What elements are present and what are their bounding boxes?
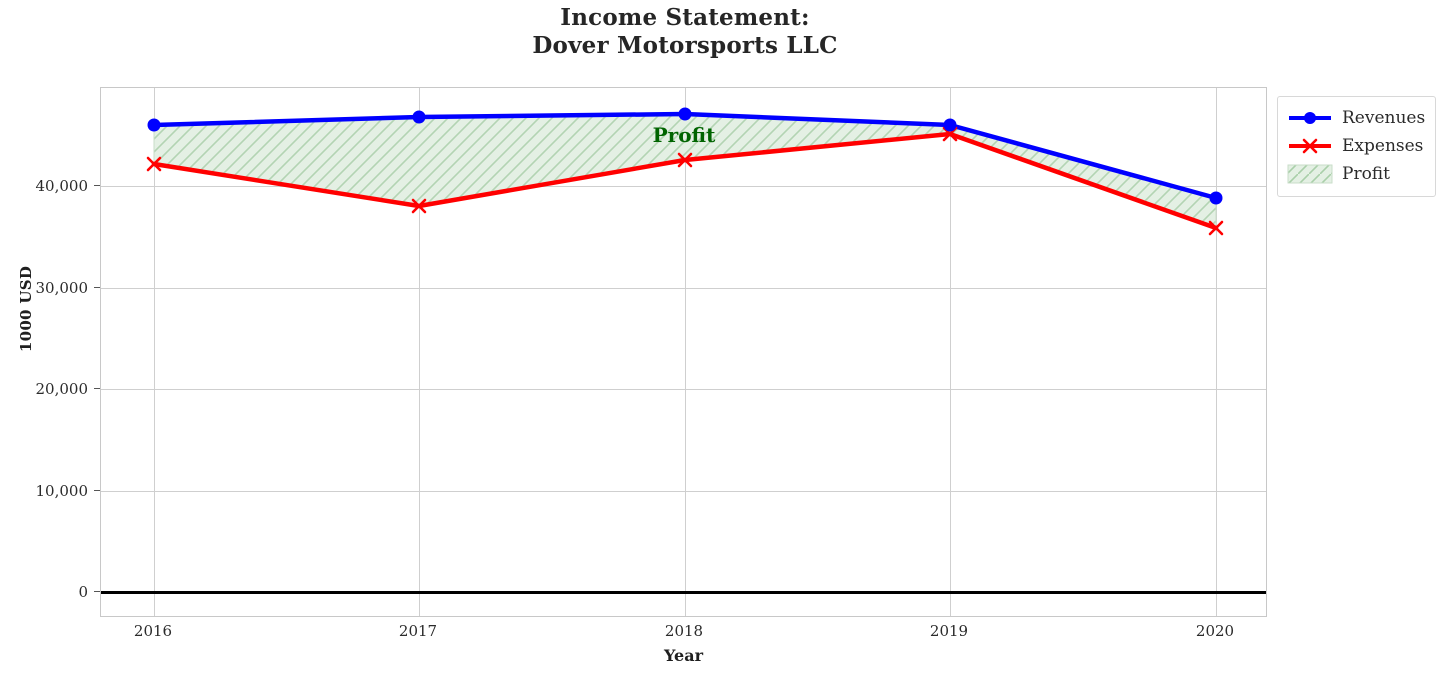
y-axis-tick-mark-20000: [94, 388, 100, 389]
revenues-markers: [147, 107, 1223, 205]
chart-title: Income Statement: Dover Motorsports LLC: [0, 4, 1370, 60]
profit-annotation-label: Profit: [652, 123, 716, 147]
gridline-x-2018: [685, 88, 686, 616]
gridline-y-30000: [101, 288, 1266, 289]
x-axis-tick-label-2020: 2020: [1195, 622, 1235, 640]
legend-marker-revenues-icon: [1287, 107, 1333, 129]
y-axis-tick-label-40000: 40,000: [35, 177, 89, 195]
x-axis-tick-label-2018: 2018: [664, 622, 704, 640]
legend-entry-revenues[interactable]: Revenues: [1287, 104, 1425, 132]
gridline-x-2017: [419, 88, 420, 616]
x-axis-title: Year: [663, 646, 703, 665]
gridline-y-10000: [101, 491, 1266, 492]
x-axis-tick-label-2017: 2017: [398, 622, 438, 640]
x-axis-tick-label-2016: 2016: [133, 622, 173, 640]
y-axis-tick-label-20000: 20,000: [35, 380, 89, 398]
gridline-y-20000: [101, 389, 1266, 390]
plot-series-svg: [146, 107, 1224, 236]
legend-entry-profit[interactable]: Profit: [1287, 160, 1425, 188]
legend-marker-expenses-icon: [1287, 135, 1333, 157]
chart-title-line-1: Income Statement:: [560, 4, 810, 31]
gridline-x-2020: [1216, 88, 1217, 616]
y-axis-tick-label-30000: 30,000: [35, 279, 89, 297]
legend-label-profit: Profit: [1342, 164, 1390, 184]
y-axis-tick-label-0: 0: [78, 583, 88, 601]
legend-label-revenues: Revenues: [1342, 108, 1426, 128]
gridline-x-2016: [154, 88, 155, 616]
x-axis-tick-label-2019: 2019: [929, 622, 969, 640]
y-axis-tick-label-10000: 10,000: [35, 482, 89, 500]
legend-patch-profit-icon: [1287, 163, 1333, 185]
y-axis-tick-mark-0: [94, 591, 100, 592]
gridline-x-2019: [950, 88, 951, 616]
legend-label-expenses: Expenses: [1342, 136, 1424, 156]
y-axis-title: 1000 USD: [17, 265, 35, 353]
chart-title-line-2: Dover Motorsports LLC: [532, 32, 838, 59]
y-axis-tick-mark-40000: [94, 185, 100, 186]
gridline-y-40000: [101, 186, 1266, 187]
chart-legend: Revenues Expenses Profit: [1277, 96, 1437, 197]
zero-baseline: [101, 591, 1266, 594]
expenses-markers: [146, 126, 1224, 236]
y-axis-tick-mark-10000: [94, 490, 100, 491]
y-axis-tick-mark-30000: [94, 287, 100, 288]
plot-area: [100, 87, 1267, 617]
legend-entry-expenses[interactable]: Expenses: [1287, 132, 1425, 160]
